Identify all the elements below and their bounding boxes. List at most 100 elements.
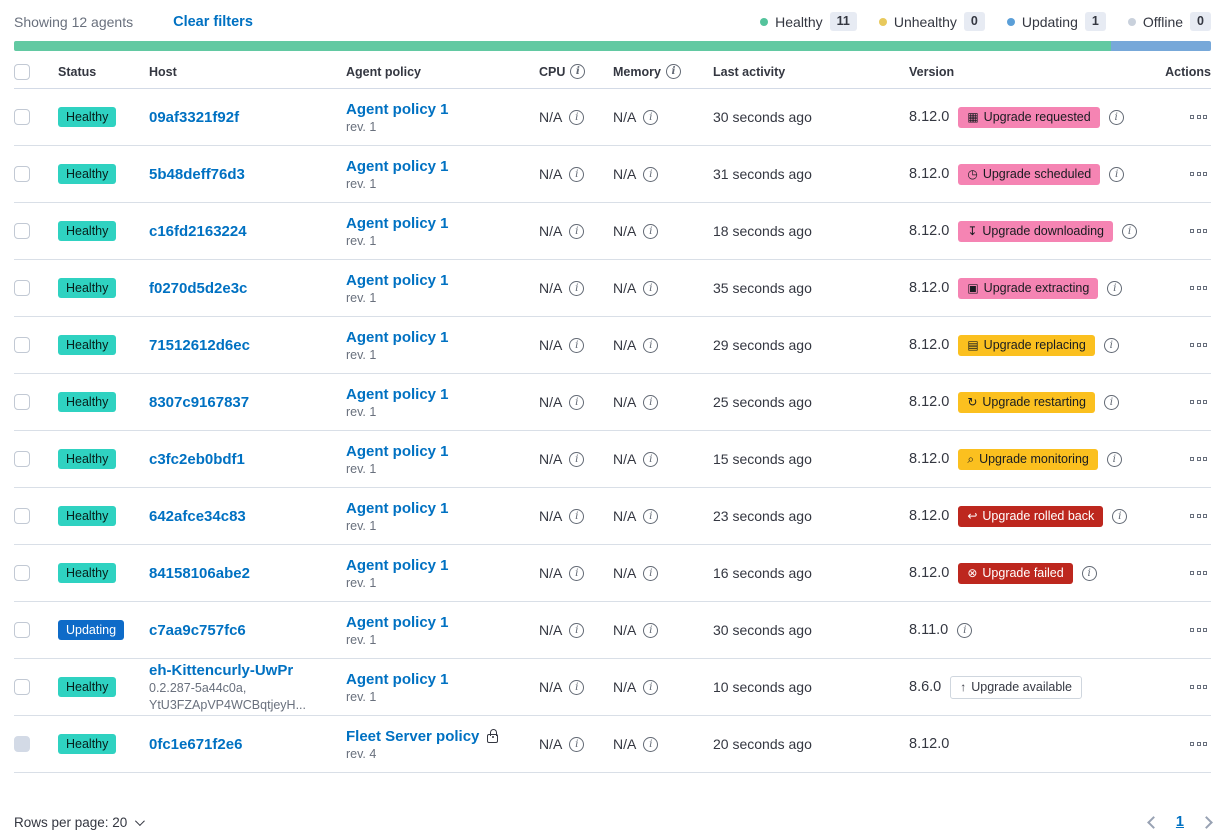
pagination: 1 — [1147, 814, 1213, 830]
info-icon[interactable]: i — [665, 64, 681, 79]
agent-policy-link[interactable]: Agent policy 1 — [346, 613, 449, 631]
agent-policy-link[interactable]: Agent policy 1 — [346, 214, 449, 232]
agent-policy-link[interactable]: Agent policy 1 — [346, 100, 449, 118]
info-icon[interactable]: i — [1103, 394, 1119, 410]
row-checkbox[interactable] — [14, 622, 30, 638]
row-checkbox[interactable] — [14, 280, 30, 296]
info-icon[interactable]: i — [643, 622, 659, 638]
host-link[interactable]: 8307c9167837 — [149, 393, 250, 411]
agent-policy-link[interactable]: Fleet Server policy — [346, 727, 480, 745]
info-icon[interactable]: i — [569, 337, 585, 353]
agent-policy-link[interactable]: Agent policy 1 — [346, 271, 449, 289]
agent-policy-link[interactable]: Agent policy 1 — [346, 499, 449, 517]
agent-policy-link[interactable]: Agent policy 1 — [346, 328, 449, 346]
row-checkbox[interactable] — [14, 508, 30, 524]
info-icon[interactable]: i — [1108, 109, 1124, 125]
info-icon[interactable]: i — [643, 394, 659, 410]
rows-per-page-selector[interactable]: Rows per page: 20 — [14, 815, 146, 830]
info-icon[interactable]: i — [643, 337, 659, 353]
row-actions-button[interactable] — [1186, 396, 1211, 408]
row-actions-button[interactable] — [1186, 681, 1211, 693]
boxes-horizontal-icon — [1190, 115, 1194, 119]
info-icon[interactable]: i — [643, 280, 659, 296]
cpu-value: N/A — [539, 109, 563, 125]
info-icon[interactable]: i — [643, 451, 659, 467]
info-icon[interactable]: i — [1081, 565, 1097, 581]
info-icon[interactable]: i — [1107, 280, 1123, 296]
host-link[interactable]: 84158106abe2 — [149, 564, 250, 582]
info-icon[interactable]: i — [1109, 166, 1125, 182]
info-icon[interactable]: i — [1122, 223, 1138, 239]
info-icon[interactable]: i — [569, 565, 585, 581]
previous-page-icon[interactable] — [1147, 815, 1160, 829]
info-icon[interactable]: i — [569, 223, 585, 239]
info-icon[interactable]: i — [569, 736, 585, 752]
agent-policy-link[interactable]: Agent policy 1 — [346, 157, 449, 175]
status-badge: Healthy — [58, 563, 117, 583]
showing-agents-count: Showing 12 agents — [14, 13, 134, 30]
column-header-version: Version — [909, 65, 1161, 79]
info-icon[interactable]: i — [569, 280, 585, 296]
row-actions-button[interactable] — [1186, 225, 1211, 237]
info-icon[interactable]: i — [569, 451, 585, 467]
row-actions-button[interactable] — [1186, 168, 1211, 180]
info-icon[interactable]: i — [569, 679, 585, 695]
host-link[interactable]: c16fd2163224 — [149, 222, 247, 240]
info-icon[interactable]: i — [569, 508, 585, 524]
row-actions-button[interactable] — [1186, 453, 1211, 465]
next-page-icon[interactable] — [1200, 815, 1213, 829]
row-checkbox[interactable] — [14, 223, 30, 239]
agent-policy-cell: Agent policy 1 rev. 1 — [346, 443, 539, 476]
agent-policy-link[interactable]: Agent policy 1 — [346, 442, 449, 460]
row-actions-button[interactable] — [1186, 282, 1211, 294]
info-icon[interactable]: i — [643, 679, 659, 695]
agent-policy-link[interactable]: Agent policy 1 — [346, 670, 449, 688]
info-icon[interactable]: i — [643, 508, 659, 524]
row-checkbox[interactable] — [14, 565, 30, 581]
row-checkbox[interactable] — [14, 394, 30, 410]
row-checkbox[interactable] — [14, 451, 30, 467]
page-number-1[interactable]: 1 — [1175, 814, 1184, 830]
info-icon[interactable]: i — [643, 109, 659, 125]
host-link[interactable]: eh-Kittencurly-UwPr — [149, 661, 294, 679]
agent-policy-link[interactable]: Agent policy 1 — [346, 385, 449, 403]
info-icon[interactable]: i — [643, 736, 659, 752]
upgrade-status-label: Upgrade rolled back — [982, 509, 1095, 523]
info-icon[interactable]: i — [569, 109, 585, 125]
row-actions-button[interactable] — [1186, 339, 1211, 351]
info-icon[interactable]: i — [1112, 508, 1128, 524]
row-actions-button[interactable] — [1186, 738, 1211, 750]
host-link[interactable]: 642afce34c83 — [149, 507, 246, 525]
host-link[interactable]: 09af3321f92f — [149, 108, 240, 126]
host-link[interactable]: f0270d5d2e3c — [149, 279, 248, 297]
version-number: 8.12.0 — [909, 451, 950, 467]
host-link[interactable]: 5b48deff76d3 — [149, 165, 245, 183]
info-icon[interactable]: i — [1106, 451, 1122, 467]
info-icon[interactable]: i — [643, 223, 659, 239]
row-checkbox[interactable] — [14, 679, 30, 695]
row-actions-button[interactable] — [1186, 624, 1211, 636]
info-icon[interactable]: i — [643, 166, 659, 182]
memory-cell: N/A i — [613, 565, 713, 581]
info-icon[interactable]: i — [643, 565, 659, 581]
row-checkbox[interactable] — [14, 337, 30, 353]
info-icon[interactable]: i — [570, 64, 586, 79]
info-icon[interactable]: i — [1103, 337, 1119, 353]
select-all-checkbox[interactable] — [14, 63, 30, 80]
host-link[interactable]: c7aa9c757fc6 — [149, 621, 246, 639]
info-icon[interactable]: i — [957, 622, 973, 638]
host-cell: 0fc1e671f2e6 — [149, 736, 346, 753]
host-link[interactable]: 0fc1e671f2e6 — [149, 735, 243, 753]
row-checkbox[interactable] — [14, 109, 30, 125]
clear-filters-link[interactable]: Clear filters — [173, 13, 253, 30]
row-actions-button[interactable] — [1186, 111, 1211, 123]
info-icon[interactable]: i — [569, 166, 585, 182]
row-actions-button[interactable] — [1186, 510, 1211, 522]
info-icon[interactable]: i — [569, 394, 585, 410]
row-checkbox[interactable] — [14, 166, 30, 182]
agent-policy-link[interactable]: Agent policy 1 — [346, 556, 449, 574]
host-link[interactable]: c3fc2eb0bdf1 — [149, 450, 245, 468]
row-actions-button[interactable] — [1186, 567, 1211, 579]
host-link[interactable]: 71512612d6ec — [149, 336, 250, 354]
info-icon[interactable]: i — [569, 622, 585, 638]
